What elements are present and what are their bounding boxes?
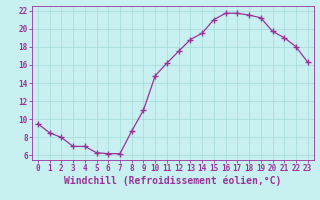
X-axis label: Windchill (Refroidissement éolien,°C): Windchill (Refroidissement éolien,°C) [64, 176, 282, 186]
